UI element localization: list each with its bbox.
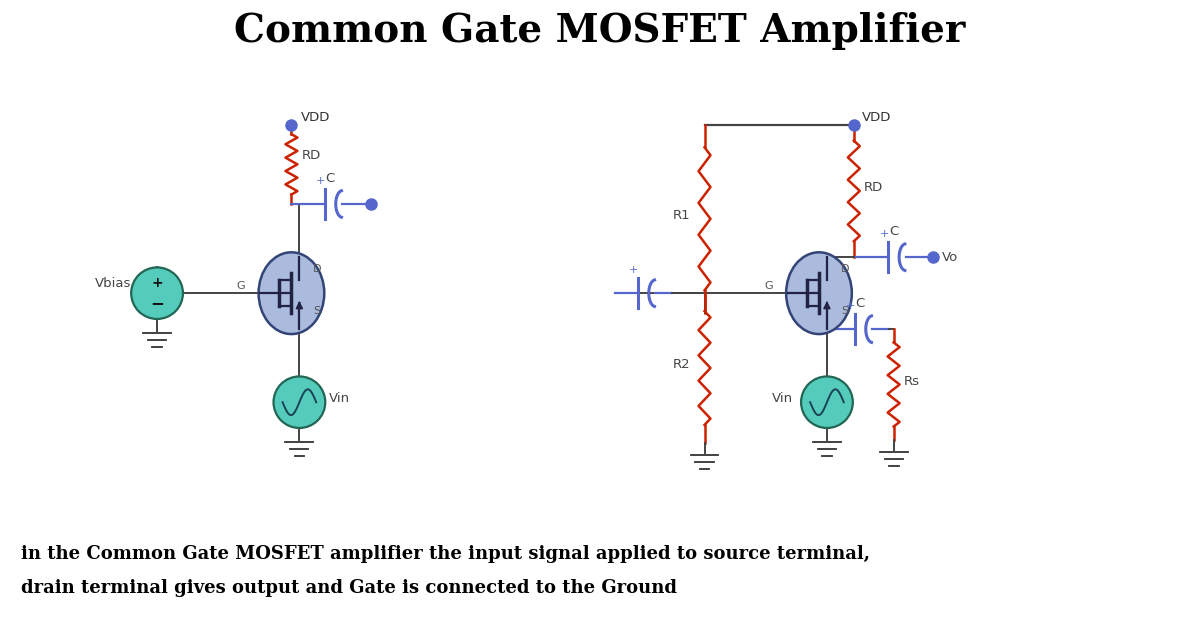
Text: G: G [236, 281, 245, 291]
Text: RD: RD [864, 181, 883, 194]
Text: D: D [313, 264, 322, 274]
Text: −: − [150, 295, 164, 313]
Text: VDD: VDD [862, 111, 892, 124]
Text: Vin: Vin [772, 392, 793, 405]
Text: VDD: VDD [301, 111, 331, 124]
Circle shape [131, 268, 182, 319]
Ellipse shape [258, 252, 324, 334]
Text: Vin: Vin [329, 392, 350, 405]
Circle shape [802, 376, 853, 428]
Text: in the Common Gate MOSFET amplifier the input signal applied to source terminal,: in the Common Gate MOSFET amplifier the … [20, 545, 870, 563]
Text: Common Gate MOSFET Amplifier: Common Gate MOSFET Amplifier [234, 11, 966, 50]
Text: Vo: Vo [942, 251, 958, 264]
Text: D: D [841, 264, 850, 274]
Text: C: C [325, 172, 335, 185]
Text: drain terminal gives output and Gate is connected to the Ground: drain terminal gives output and Gate is … [20, 578, 677, 597]
Ellipse shape [786, 252, 852, 334]
Text: S: S [841, 306, 848, 317]
Text: C: C [889, 225, 899, 239]
Text: RD: RD [301, 149, 320, 163]
Text: +: + [880, 229, 889, 239]
Text: R1: R1 [673, 209, 690, 222]
Text: R2: R2 [673, 358, 690, 371]
Text: C: C [856, 298, 865, 310]
Text: G: G [764, 281, 773, 291]
Text: +: + [151, 276, 163, 290]
Text: +: + [629, 266, 638, 275]
Text: S: S [313, 306, 320, 317]
Text: +: + [316, 176, 325, 186]
Circle shape [274, 376, 325, 428]
Text: Rs: Rs [904, 374, 919, 387]
Text: Vbias: Vbias [95, 277, 132, 290]
Text: +: + [846, 301, 856, 311]
